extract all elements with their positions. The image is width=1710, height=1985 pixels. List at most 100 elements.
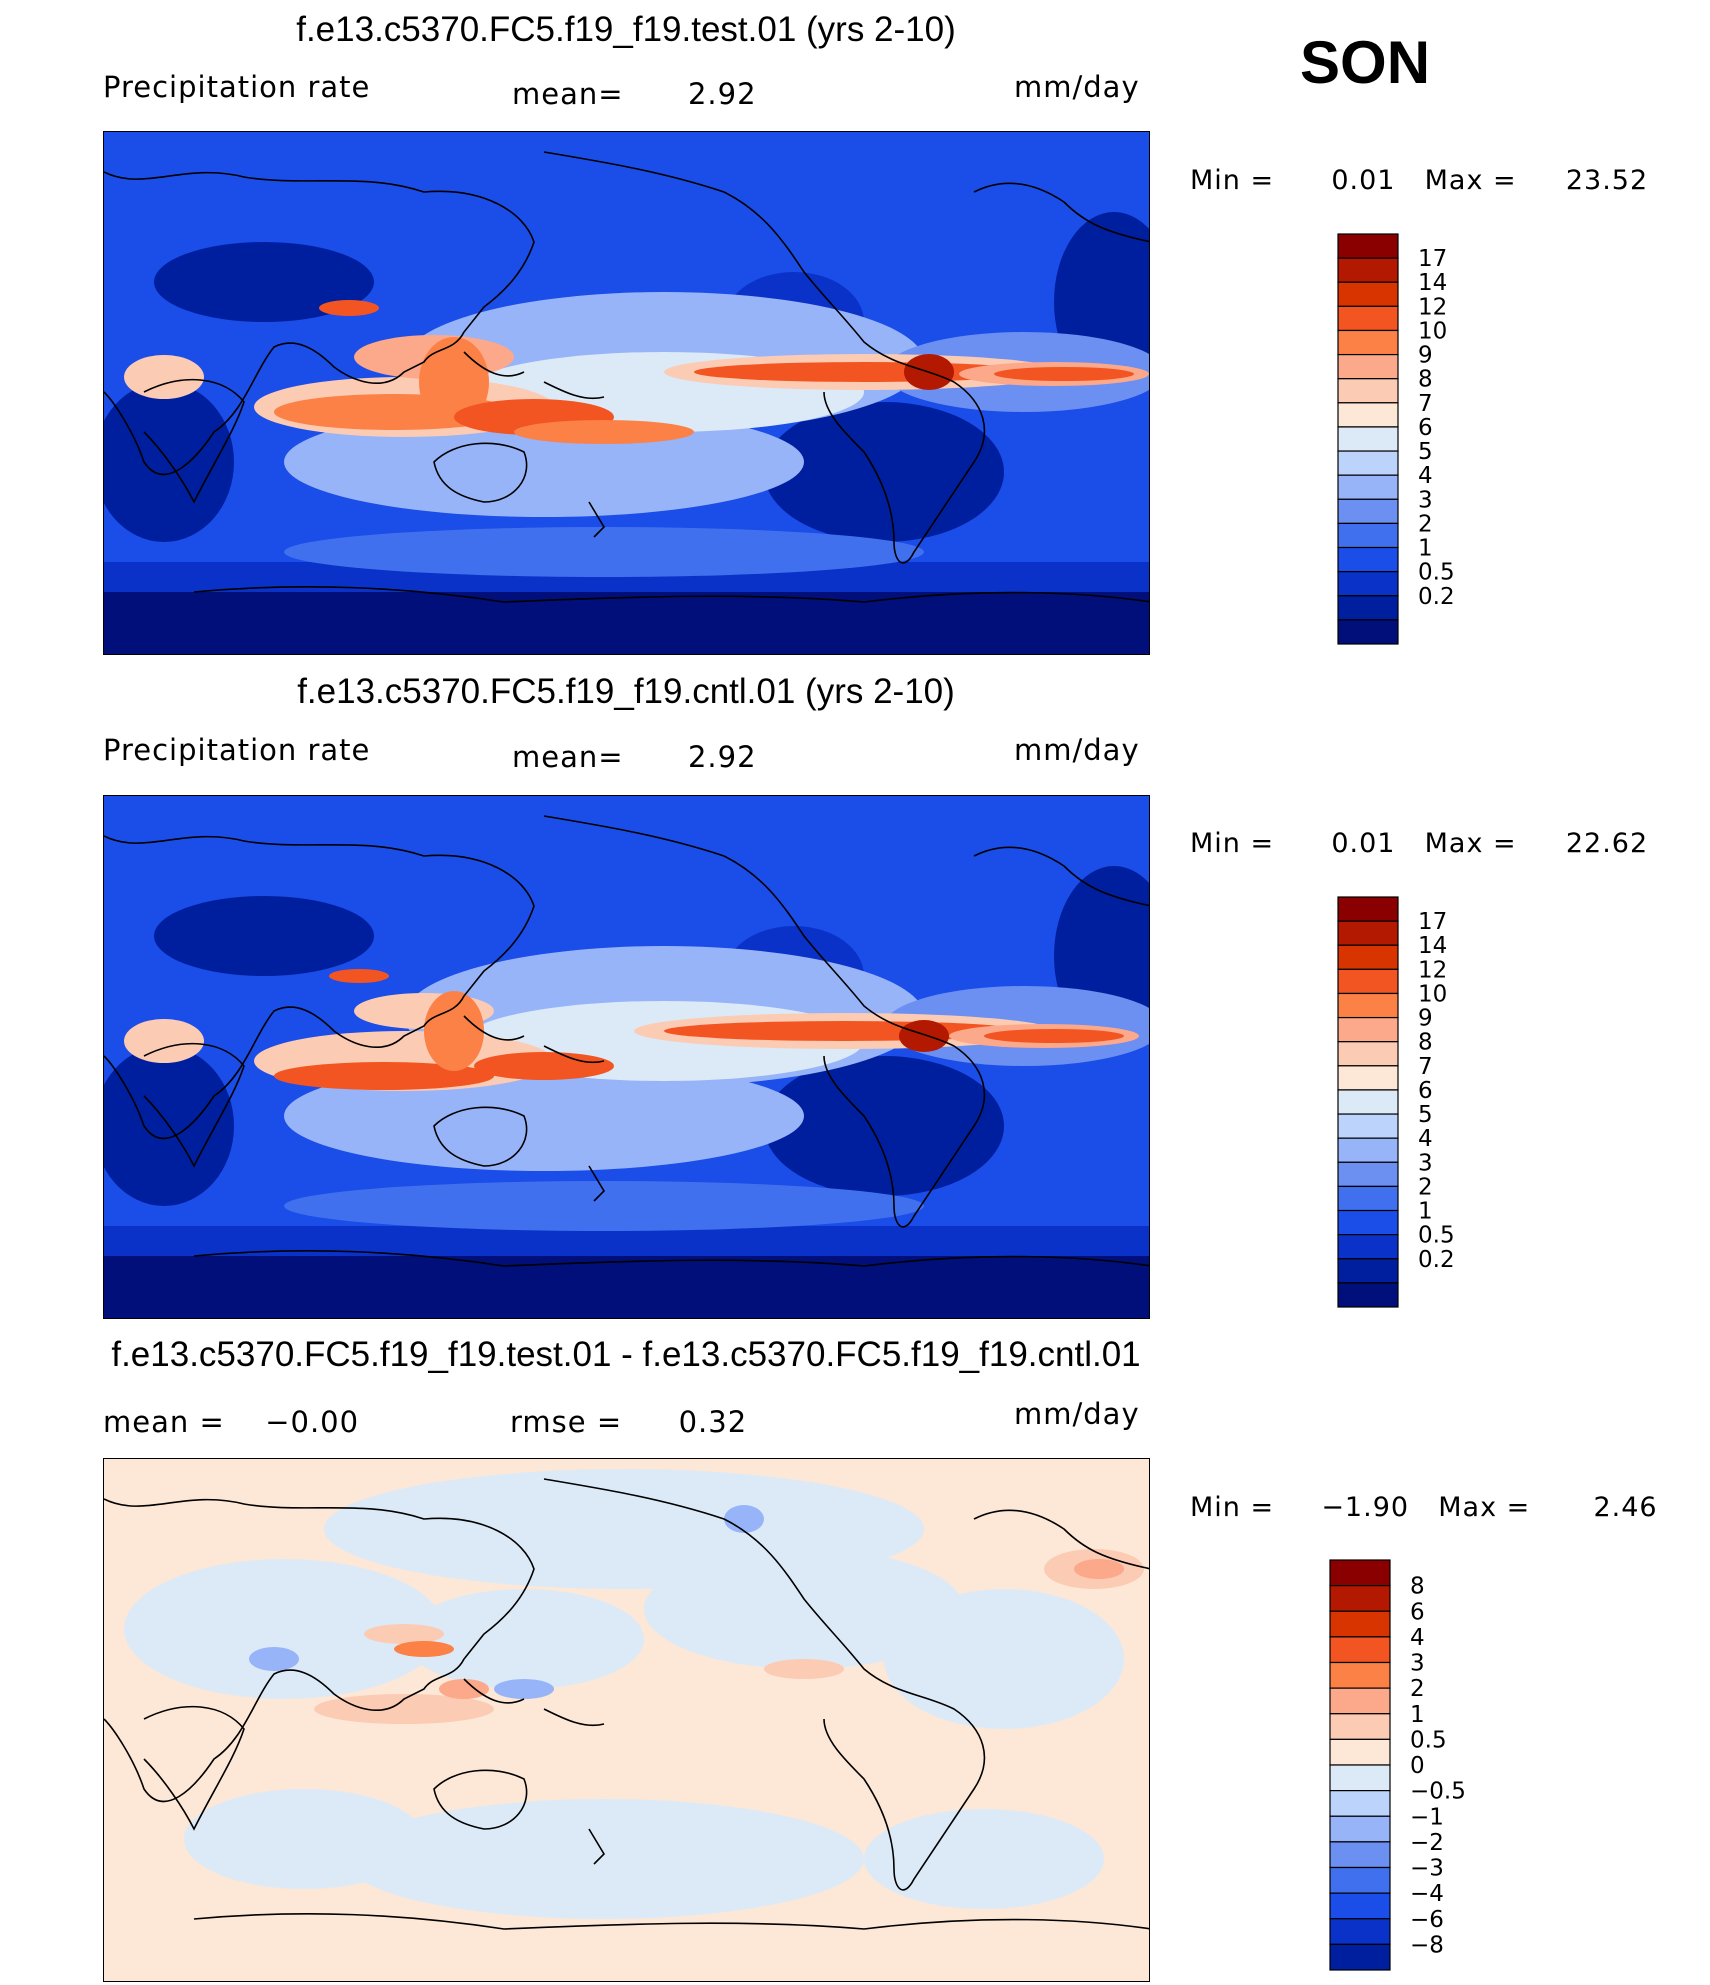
mean-value: 2.92 [687,77,757,111]
colorbar-swatch [1329,1738,1391,1766]
minmax-test: Min = 0.01 Max = 23.52 [1190,165,1648,196]
colorbar-swatch [1337,1161,1399,1188]
colorbar-tick-label: 4 [1418,463,1433,489]
colorbar-swatch [1329,1892,1391,1920]
colorbar-swatch [1337,992,1399,1019]
colorbar-swatch [1337,498,1399,525]
panel-title-cntl: f.e13.c5370.FC5.f19_f19.cntl.01 (yrs 2-1… [297,672,955,711]
panel-title-test: f.e13.c5370.FC5.f19_f19.test.01 (yrs 2-1… [296,10,956,49]
precip-map-diff [103,1458,1150,1982]
mean-value: 2.92 [687,740,757,774]
colorbar-tick-label: −8 [1410,1932,1444,1958]
colorbar-tick-label: 17 [1418,246,1447,272]
colorbar-tick-label: 0 [1410,1753,1425,1779]
colorbar-swatch [1337,571,1399,597]
units-label-diff: mm/day [1014,1397,1140,1431]
colorbar-tick-label: 8 [1418,367,1433,393]
minmax-cntl: Min = 0.01 Max = 22.62 [1190,828,1648,859]
colorbar-tick-label: 8 [1410,1574,1425,1600]
rmse-value: 0.32 [678,1405,748,1439]
colorbar-tick-label: 2 [1418,511,1433,537]
max-text: Max = [1424,165,1517,196]
colorbar-tick-label: 2 [1418,1174,1433,1200]
colorbar-tick-label: −0.5 [1410,1779,1466,1805]
colorbar-swatch [1337,944,1399,970]
mean-name: mean = [103,1405,225,1439]
colorbar-swatch [1337,1282,1399,1308]
max-value: 23.52 [1565,165,1649,196]
max-text: Max = [1438,1492,1531,1523]
panel-title-diff: f.e13.c5370.FC5.f19_f19.test.01 - f.e13.… [111,1335,1141,1374]
colorbar-swatch [1337,257,1399,283]
colorbar-swatch [1329,1713,1391,1740]
variable-label-test: Precipitation rate [103,70,371,104]
colorbar-swatch [1329,1687,1391,1715]
colorbar-tick-label: 12 [1418,957,1447,983]
colorbar-swatch [1337,450,1399,476]
colorbar-swatch [1329,1764,1391,1792]
colorbar-swatch [1337,1113,1399,1139]
variable-label-cntl: Precipitation rate [103,733,371,767]
colorbar-swatch [1337,305,1399,332]
colorbar-tick-label: 2 [1410,1676,1425,1702]
colorbar-tick-label: 8 [1418,1030,1433,1056]
colorbar-swatch [1337,378,1399,404]
colorbar-tick-label: 12 [1418,294,1447,320]
colorbar-tick-label: 6 [1418,1078,1433,1104]
colorbar-tick-label: 6 [1418,415,1433,441]
colorbar-tick-label: 0.2 [1418,1247,1455,1273]
colorbar-swatch [1329,1559,1391,1587]
colorbar-swatch [1329,1661,1391,1689]
colorbar-swatch [1337,402,1399,428]
colorbar-tick-label: 4 [1410,1625,1425,1651]
colorbar-swatch [1329,1943,1391,1971]
colorbar-tick-label: −3 [1410,1856,1444,1882]
colorbar-swatch [1329,1585,1391,1612]
colorbar-tick-label: 3 [1418,487,1433,513]
mean-name: mean= [512,740,624,774]
colorbar-tick-label: 7 [1418,391,1433,417]
colorbar-swatch [1329,1636,1391,1664]
colorbar-swatch [1329,1790,1391,1817]
colorbar-test: 17 14 12 10 9 8 7 6 5 4 3 2 1 0.5 0.2 [1337,233,1478,645]
colorbar-swatch [1329,1918,1391,1945]
colorbar-tick-label: −1 [1410,1804,1444,1830]
colorbar-swatch [1337,595,1399,621]
colorbar-swatch [1337,474,1399,500]
mean-label-test: mean= 2.92 [512,77,757,111]
colorbar-swatch [1337,1089,1399,1115]
colorbar-swatch [1337,1258,1399,1284]
max-text: Max = [1424,828,1517,859]
colorbar-swatch [1337,968,1399,995]
colorbar-swatch [1337,546,1399,573]
mean-label-diff: mean = −0.00 [103,1405,359,1439]
colorbar-tick-label: −4 [1410,1881,1444,1907]
max-value: 2.46 [1593,1492,1658,1523]
min-text: Min = [1190,165,1275,196]
colorbar-swatch [1337,1209,1399,1236]
colorbar-swatch [1337,233,1399,259]
units-label-cntl: mm/day [1014,733,1140,767]
min-value: 0.01 [1331,828,1396,859]
min-value: 0.01 [1331,165,1396,196]
colorbar-tick-label: 14 [1418,933,1447,959]
colorbar-swatch [1337,1234,1399,1260]
colorbar-tick-label: 4 [1418,1126,1433,1152]
colorbar-tick-label: 5 [1418,1102,1433,1128]
colorbar-cntl: 17 14 12 10 9 8 7 6 5 4 3 2 1 0.5 0.2 [1337,896,1478,1308]
max-value: 22.62 [1565,828,1649,859]
colorbar-swatch [1329,1841,1391,1869]
colorbar-tick-label: 9 [1418,343,1433,369]
colorbar-tick-label: 10 [1418,318,1447,344]
rmse-name: rmse = [510,1405,623,1439]
colorbar-tick-label: 10 [1418,981,1447,1007]
colorbar-swatch [1337,619,1399,645]
colorbar-swatch [1329,1815,1391,1843]
colorbar-tick-label: 0.5 [1418,560,1455,586]
min-value: −1.90 [1321,1492,1410,1523]
colorbar-swatch [1337,353,1399,380]
colorbar-swatch [1337,896,1399,922]
colorbar-tick-label: 1 [1418,536,1433,562]
units-label-test: mm/day [1014,70,1140,104]
colorbar-tick-label: 0.2 [1418,584,1455,610]
